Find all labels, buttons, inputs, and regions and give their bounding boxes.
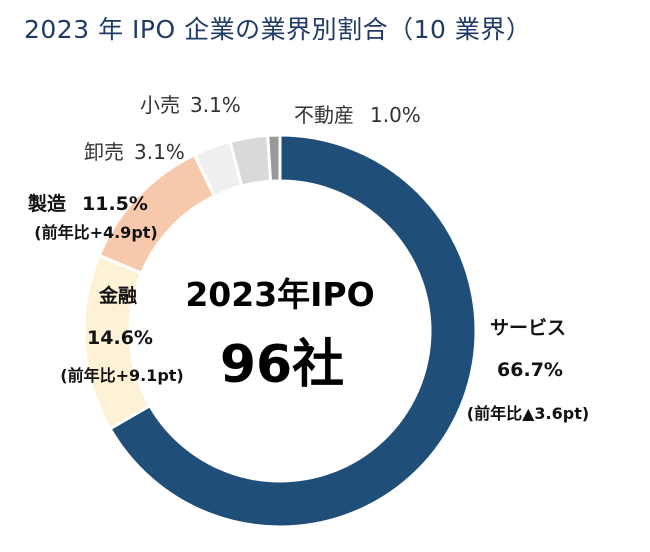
donut-slices [82,133,478,529]
label-service-note: (前年比▲3.6pt) [467,404,589,423]
label-manufacture-note: (前年比+4.9pt) [34,223,157,242]
label-wholesale-value: 3.1% [134,140,185,164]
label-finance-category: 金融 [98,284,137,307]
label-realestate-value: 1.0% [370,103,421,127]
chart-title: 2023 年 IPO 企業の業界別割合（10 業界） [24,15,532,44]
label-wholesale-category: 卸売 [84,140,124,164]
center-count: 96社 [220,335,344,395]
slice-realestate [266,133,282,183]
label-service-category: サービス [490,317,566,339]
label-retail-category: 小売 [140,93,180,117]
center-title: 2023年IPO [185,275,374,314]
label-manufacture-category: 製造 [27,192,67,215]
slice-service [108,133,478,529]
label-finance-value: 14.6% [87,327,153,349]
label-finance-note: (前年比+9.1pt) [60,366,183,385]
label-realestate-category: 不動産 [294,103,354,127]
label-retail-value: 3.1% [190,93,241,117]
label-service-value: 66.7% [497,359,563,381]
label-manufacture-value: 11.5% [82,193,148,215]
